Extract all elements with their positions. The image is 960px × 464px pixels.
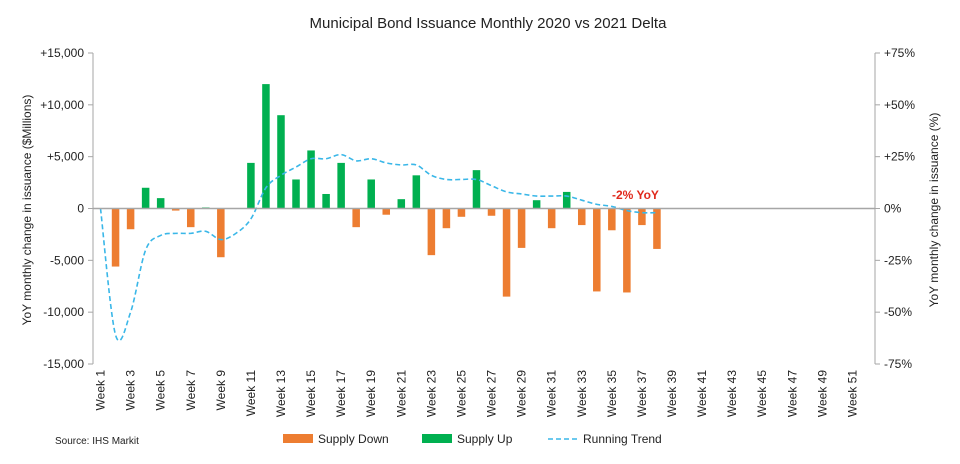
bar-supply-up [472,170,481,209]
bar-supply-down [382,208,391,215]
x-tick-label: Week 27 [485,370,499,417]
bar-supply-down [653,208,661,249]
x-tick-label: Week 47 [785,370,799,417]
legend-label: Running Trend [583,432,662,446]
x-tick-label: Week 7 [184,370,198,411]
bar-supply-down [186,208,195,228]
bar-supply-up [262,84,270,209]
y-axis: +15,000 +10,000 +5,000 0 -5,000 -10,000 -15,00… [40,46,93,371]
x-tick-label: Week 1 [94,370,108,411]
x-tick-label: Week 3 [124,370,138,411]
x-axis: Week 1 Week 3 Week 5 Week 7 Week 9 Week 11 Wee… [94,370,860,417]
legend-label: Supply Down [318,432,389,446]
y2-axis-title: YoY monthly change in issuance (%) [927,113,941,308]
axis-lines [92,53,876,364]
y2-tick-label: 0% [884,202,902,216]
x-tick-label: Week 29 [515,370,529,417]
bar-supply-down [502,208,511,297]
legend-label: Supply Up [457,432,513,446]
y2-tick-label: -25% [884,253,912,267]
x-tick-label: Week 31 [545,370,559,417]
trend-series [99,153,657,342]
x-tick-label: Week 15 [304,370,318,417]
bar-supply-up [397,199,406,209]
trend-annotation: -2% YoY [612,188,659,202]
bar-supply-up [277,115,285,209]
x-tick-label: Week 39 [665,370,679,417]
bar-supply-down [442,208,451,229]
bar-supply-up [307,150,315,209]
running-trend-line [99,153,657,342]
bar-supply-up [532,200,541,209]
bar-supply-down [352,208,360,228]
bar-supply-down [126,208,135,230]
bar-supply-up [367,179,375,209]
y-tick-label: +10,000 [40,98,84,112]
bar-supply-down [638,208,646,226]
bar-supply-up [292,179,300,209]
bar-supply-down [547,208,556,229]
bar-supply-up [141,187,150,209]
y2-tick-label: -75% [884,357,912,371]
bar-supply-down [577,208,586,226]
x-tick-label: Week 41 [695,370,709,417]
source-note: Source: IHS Markit [55,436,139,447]
bar-supply-down [457,208,466,217]
bar-series [111,84,661,297]
bar-supply-down [487,208,496,216]
bar-supply-up [412,175,421,209]
y-tick-label: -5,000 [50,253,84,267]
bar-supply-down [427,208,436,256]
y2-tick-label: +75% [884,46,915,60]
legend-swatch [283,434,313,443]
x-tick-label: Week 51 [845,370,859,417]
y2-axis: +75% +50% +25% 0% -25% -50% -75% [875,46,915,371]
x-tick-label: Week 23 [424,370,438,417]
y-axis-title: YoY monthly change in issuance ($Million… [20,95,34,326]
bar-supply-down [171,208,180,211]
x-tick-label: Week 35 [605,370,619,417]
bar-supply-down [623,208,631,293]
x-tick-label: Week 17 [334,370,348,417]
x-tick-label: Week 45 [755,370,769,417]
chart-title: Municipal Bond Issuance Monthly 2020 vs … [310,15,668,32]
bar-supply-down [608,208,616,231]
x-tick-label: Week 43 [725,370,739,417]
y-tick-label: +5,000 [47,150,84,164]
x-tick-label: Week 49 [815,370,829,417]
x-tick-label: Week 25 [454,370,468,417]
x-tick-label: Week 21 [394,370,408,417]
y-tick-label: -10,000 [43,305,84,319]
bar-supply-up [337,162,345,209]
y-tick-label: +15,000 [40,46,84,60]
x-tick-label: Week 5 [154,370,168,411]
bar-supply-up [322,193,330,209]
legend-swatch [422,434,452,443]
y-tick-label: 0 [77,202,84,216]
bar-supply-down [217,208,225,258]
x-tick-label: Week 9 [214,370,228,411]
x-tick-label: Week 33 [575,370,589,417]
bar-supply-up [562,191,571,209]
y2-tick-label: -50% [884,305,912,319]
bar-supply-down [517,208,526,248]
x-tick-label: Week 19 [364,370,378,417]
x-tick-label: Week 13 [274,370,288,417]
bar-supply-down [111,208,120,267]
bar-supply-up [247,162,255,209]
bar-supply-up [156,198,165,209]
y2-tick-label: +25% [884,150,915,164]
x-tick-label: Week 11 [244,370,258,417]
x-tick-label: Week 37 [635,370,649,417]
bar-supply-down [593,208,601,292]
y2-tick-label: +50% [884,98,915,112]
legend: Supply Down Supply Up Running Trend [283,432,662,446]
y-tick-label: -15,000 [43,357,84,371]
